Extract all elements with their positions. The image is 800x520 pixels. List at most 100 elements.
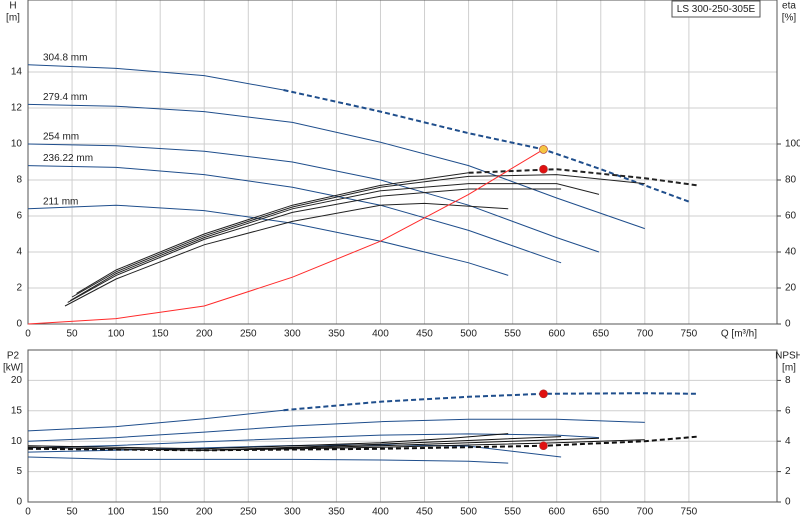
curve-label: 304.8 mm [43, 52, 87, 63]
operating-point [539, 145, 548, 154]
y2-axis-unit: [%] [782, 13, 797, 24]
x-axis-label: Q [m³/h] [721, 329, 757, 340]
x-tick-label: 350 [328, 329, 345, 340]
y2-tick-label: 0 [785, 497, 791, 508]
y-tick-label: 15 [11, 405, 23, 416]
y-tick-label: 10 [11, 436, 23, 447]
y-tick-label: 5 [16, 466, 22, 477]
curve [27, 165, 562, 264]
x-tick-label: 100 [108, 329, 125, 340]
y2-tick-label: 4 [785, 436, 791, 447]
x-tick-label: 150 [152, 507, 169, 518]
x-tick-label: 700 [636, 507, 653, 518]
x-tick-label: 250 [240, 329, 257, 340]
y2-tick-label: 20 [785, 283, 797, 294]
x-tick-label: 450 [416, 507, 433, 518]
x-tick-label: 0 [25, 507, 31, 518]
operating-point [539, 441, 548, 451]
x-tick-label: 500 [460, 329, 477, 340]
curve [27, 409, 284, 432]
y-tick-label: 14 [11, 67, 23, 78]
y-tick-label: 20 [11, 375, 23, 386]
y-tick-label: 0 [16, 497, 22, 508]
x-tick-label: 600 [548, 329, 565, 340]
curve [27, 456, 509, 464]
plot-frame [27, 349, 778, 503]
curve [71, 174, 645, 298]
x-tick-label: 100 [108, 507, 125, 518]
x-tick-label: 650 [592, 507, 609, 518]
x-tick-label: 750 [681, 507, 698, 518]
x-tick-label: 300 [284, 507, 301, 518]
y2-tick-label: 80 [785, 175, 797, 186]
y2-tick-label: 6 [785, 405, 791, 416]
curve [27, 204, 509, 276]
x-tick-label: 750 [681, 329, 698, 340]
chart-title: LS 300-250-305E [677, 4, 756, 15]
y-axis-label: H [9, 1, 16, 12]
x-tick-label: 200 [196, 507, 213, 518]
x-tick-label: 0 [25, 329, 31, 340]
y2-axis-unit: [m] [782, 363, 796, 374]
curve-label: 236.22 mm [43, 153, 93, 164]
x-tick-label: 50 [66, 329, 78, 340]
curve [76, 172, 469, 294]
y2-axis-label: eta [782, 1, 796, 12]
x-tick-label: 200 [196, 329, 213, 340]
x-tick-label: 600 [548, 507, 565, 518]
y-tick-label: 10 [11, 139, 23, 150]
y-tick-label: 2 [16, 283, 22, 294]
curve [27, 433, 600, 449]
x-tick-label: 250 [240, 507, 257, 518]
y2-axis-label: NPSH [775, 351, 800, 362]
y-axis-unit: [m] [6, 13, 20, 24]
operating-point [539, 164, 548, 174]
y-tick-label: 0 [16, 319, 22, 330]
curve [468, 168, 698, 187]
curve-label: 254 mm [43, 132, 79, 143]
y-axis-label: P2 [7, 351, 20, 362]
x-tick-label: 50 [66, 507, 78, 518]
curve-label: 279.4 mm [43, 92, 87, 103]
x-tick-label: 550 [504, 329, 521, 340]
curve [27, 418, 645, 442]
x-tick-label: 150 [152, 329, 169, 340]
y2-tick-label: 100 [785, 139, 800, 150]
x-tick-label: 400 [372, 507, 389, 518]
y-tick-label: 12 [11, 103, 23, 114]
y2-tick-label: 0 [785, 319, 791, 330]
y2-tick-label: 8 [785, 375, 791, 386]
curve [70, 183, 600, 302]
y-axis-unit: [kW] [3, 363, 23, 374]
x-tick-label: 400 [372, 329, 389, 340]
y-tick-label: 6 [16, 211, 22, 222]
x-tick-label: 450 [416, 329, 433, 340]
y2-tick-label: 40 [785, 247, 797, 258]
x-tick-label: 500 [460, 507, 477, 518]
y-tick-label: 8 [16, 175, 22, 186]
y2-tick-label: 2 [785, 466, 791, 477]
operating-point [539, 389, 548, 399]
curve [27, 433, 509, 450]
plot-frame [27, 0, 778, 325]
title-box [671, 0, 761, 18]
curve [27, 103, 645, 230]
x-tick-label: 350 [328, 507, 345, 518]
curve [27, 436, 562, 451]
x-tick-label: 300 [284, 329, 301, 340]
curve [283, 392, 698, 412]
curve [27, 64, 284, 91]
curve-label: 211 mm [43, 196, 78, 207]
curve [283, 89, 690, 203]
curve [67, 188, 562, 303]
x-tick-label: 550 [504, 507, 521, 518]
curve [64, 202, 509, 307]
x-tick-label: 700 [636, 329, 653, 340]
x-tick-label: 650 [592, 329, 609, 340]
y-tick-label: 4 [16, 247, 22, 258]
y2-tick-label: 60 [785, 211, 797, 222]
curve [27, 143, 600, 253]
curve [27, 148, 544, 325]
